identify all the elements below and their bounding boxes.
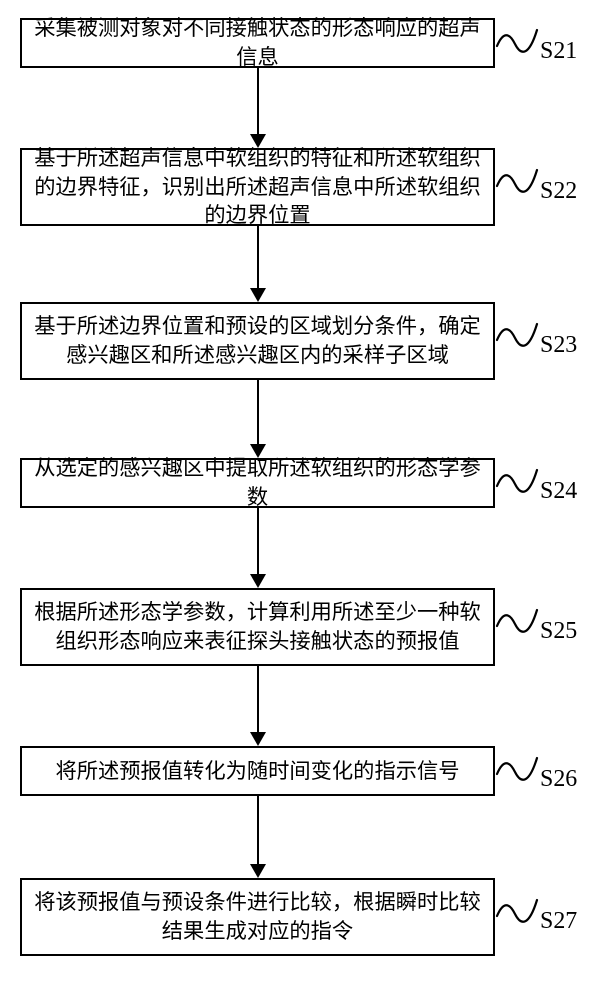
flow-step-text: 采集被测对象对不同接触状态的形态响应的超声信息	[32, 14, 483, 71]
flow-step-label: S25	[540, 618, 577, 645]
flow-step-text: 基于所述边界位置和预设的区域划分条件，确定感兴趣区和所述感兴趣区内的采样子区域	[32, 312, 483, 369]
flow-arrow-down	[246, 666, 270, 751]
flow-step-label: S23	[540, 332, 577, 359]
flow-step-label: S21	[540, 38, 577, 65]
flow-step-text: 基于所述超声信息中软组织的特征和所述软组织的边界特征，识别出所述超声信息中所述软…	[32, 144, 483, 230]
squiggle-connector	[495, 20, 539, 65]
squiggle-connector	[495, 600, 539, 645]
flow-step-text: 将所述预报值转化为随时间变化的指示信号	[55, 757, 459, 786]
flow-step-box: 将该预报值与预设条件进行比较，根据瞬时比较结果生成对应的指令	[20, 878, 495, 956]
flow-step-box: 根据所述形态学参数，计算利用所述至少一种软组织形态响应来表征探头接触状态的预报值	[20, 588, 495, 666]
squiggle-connector	[495, 748, 539, 793]
squiggle-connector	[495, 160, 539, 205]
squiggle-connector	[495, 460, 539, 505]
flow-arrow-down	[246, 68, 270, 153]
flow-step-text: 将该预报值与预设条件进行比较，根据瞬时比较结果生成对应的指令	[32, 888, 483, 945]
flow-arrow-down	[246, 226, 270, 307]
flow-step-box: 基于所述边界位置和预设的区域划分条件，确定感兴趣区和所述感兴趣区内的采样子区域	[20, 302, 495, 380]
flow-step-label: S27	[540, 908, 577, 935]
flow-arrow-down	[246, 508, 270, 593]
flow-step-text: 根据所述形态学参数，计算利用所述至少一种软组织形态响应来表征探头接触状态的预报值	[32, 598, 483, 655]
squiggle-connector	[495, 890, 539, 935]
flow-step-label: S26	[540, 766, 577, 793]
flow-arrow-down	[246, 380, 270, 463]
flow-step-box: 将所述预报值转化为随时间变化的指示信号	[20, 746, 495, 796]
flow-step-box: 从选定的感兴趣区中提取所述软组织的形态学参数	[20, 458, 495, 508]
flow-arrow-down	[246, 796, 270, 883]
flow-step-label: S22	[540, 178, 577, 205]
flow-step-box: 采集被测对象对不同接触状态的形态响应的超声信息	[20, 18, 495, 68]
squiggle-connector	[495, 314, 539, 359]
flowchart-canvas: 采集被测对象对不同接触状态的形态响应的超声信息 S21 基于所述超声信息中软组织的特…	[0, 0, 591, 1000]
flow-step-box: 基于所述超声信息中软组织的特征和所述软组织的边界特征，识别出所述超声信息中所述软…	[20, 148, 495, 226]
flow-step-label: S24	[540, 478, 577, 505]
